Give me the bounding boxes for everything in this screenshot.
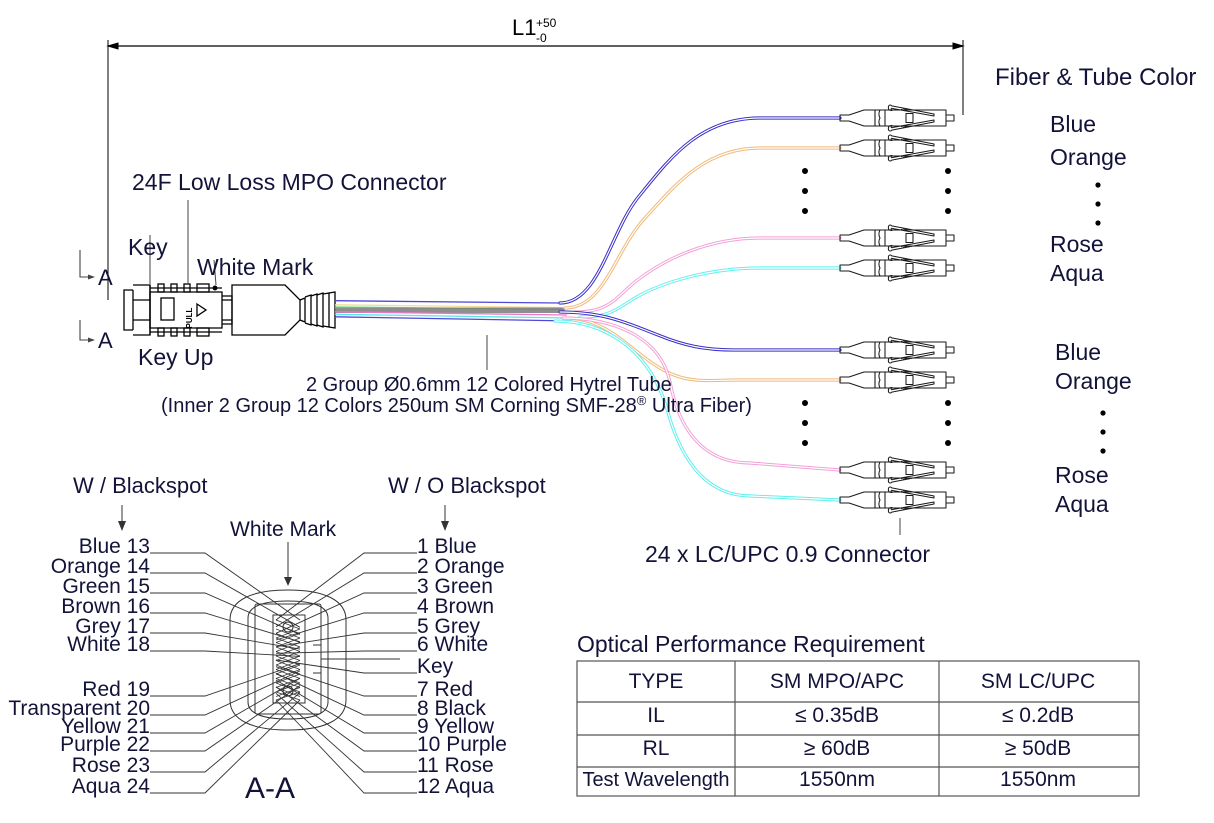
svg-text:10 Purple: 10 Purple <box>417 733 507 756</box>
svg-text:IL: IL <box>647 704 665 727</box>
svg-text:Key Up: Key Up <box>138 344 213 370</box>
svg-text:12 Aqua: 12 Aqua <box>417 775 494 798</box>
svg-text:+50: +50 <box>536 16 557 30</box>
svg-text:Rose 23: Rose 23 <box>72 754 150 777</box>
svg-text:Fiber & Tube Color: Fiber & Tube Color <box>995 64 1196 91</box>
svg-text:White Mark: White Mark <box>230 518 337 541</box>
svg-text:A-A: A-A <box>245 772 295 805</box>
svg-text:Aqua: Aqua <box>1055 491 1109 517</box>
svg-text:Aqua 24: Aqua 24 <box>72 775 151 798</box>
svg-text:Test Wavelength: Test Wavelength <box>582 769 729 791</box>
svg-text:(Inner 2 Group 12 Colors 250um: (Inner 2 Group 12 Colors 250um SM Cornin… <box>161 393 752 417</box>
svg-text:1550nm: 1550nm <box>1000 768 1076 791</box>
svg-text:24F Low Loss MPO Connector: 24F Low Loss MPO Connector <box>132 169 447 195</box>
svg-text:-0: -0 <box>536 31 547 45</box>
svg-text:Orange: Orange <box>1055 368 1132 394</box>
svg-text:Blue: Blue <box>1050 111 1096 137</box>
svg-text:Aqua: Aqua <box>1050 260 1104 286</box>
svg-text:W / O Blackspot: W / O Blackspot <box>388 473 546 498</box>
svg-text:A: A <box>98 328 113 353</box>
svg-text:2 Group Ø0.6mm 12 Colored Hytr: 2 Group Ø0.6mm 12 Colored Hytrel Tube <box>306 374 672 396</box>
svg-text:PULL: PULL <box>185 307 194 328</box>
svg-text:≤ 0.2dB: ≤ 0.2dB <box>1002 704 1074 727</box>
svg-text:W / Blackspot: W / Blackspot <box>73 473 207 498</box>
svg-text:≥ 60dB: ≥ 60dB <box>804 737 870 760</box>
svg-text:SM MPO/APC: SM MPO/APC <box>770 670 904 693</box>
svg-text:1550nm: 1550nm <box>799 768 875 791</box>
svg-text:Key: Key <box>417 655 454 678</box>
svg-text:6 White: 6 White <box>417 633 488 656</box>
svg-text:Key: Key <box>128 234 168 260</box>
svg-text:A: A <box>98 265 113 290</box>
svg-text:Rose: Rose <box>1050 231 1104 257</box>
svg-text:11 Rose: 11 Rose <box>417 754 494 777</box>
svg-text:RL: RL <box>643 737 670 760</box>
svg-text:≤ 0.35dB: ≤ 0.35dB <box>795 704 879 727</box>
svg-text:Blue: Blue <box>1055 339 1101 365</box>
svg-text:Rose: Rose <box>1055 462 1109 488</box>
svg-text:White Mark: White Mark <box>197 254 314 280</box>
svg-text:Orange: Orange <box>1050 144 1127 170</box>
svg-text:Purple 22: Purple 22 <box>60 733 150 756</box>
svg-text:L1: L1 <box>512 15 536 40</box>
svg-text:Optical Performance Requiremen: Optical Performance Requirement <box>577 631 925 657</box>
svg-text:TYPE: TYPE <box>629 670 684 693</box>
svg-text:24 x LC/UPC 0.9 Connector: 24 x LC/UPC 0.9 Connector <box>645 541 930 567</box>
svg-text:White 18: White 18 <box>67 633 150 656</box>
svg-text:SM LC/UPC: SM LC/UPC <box>981 670 1095 693</box>
svg-text:≥ 50dB: ≥ 50dB <box>1005 737 1071 760</box>
